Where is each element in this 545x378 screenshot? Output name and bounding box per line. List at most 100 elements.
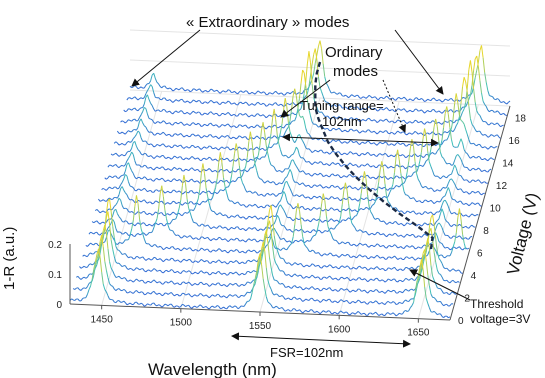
trace-segment: [419, 120, 422, 123]
trace-segment: [393, 156, 397, 173]
trace-segment: [351, 255, 354, 258]
trace-segment: [376, 301, 380, 305]
trace-segment: [264, 127, 267, 130]
trace-segment: [465, 81, 468, 93]
trace-segment: [414, 267, 418, 271]
trace-segment: [474, 191, 478, 194]
trace-segment: [239, 101, 242, 104]
trace-segment: [149, 304, 151, 306]
trace-segment: [297, 107, 300, 116]
trace-segment: [207, 307, 210, 310]
trace-segment: [311, 309, 315, 313]
trace-segment: [365, 151, 368, 155]
trace-segment: [318, 215, 321, 225]
trace-segment: [131, 108, 134, 111]
trace-segment: [344, 182, 348, 191]
trace-segment: [403, 256, 407, 260]
x-tick-label: 1450: [91, 314, 114, 325]
trace-segment: [104, 261, 107, 271]
trace-segment: [151, 257, 155, 260]
trace-segment: [167, 225, 171, 231]
trace-segment: [158, 245, 161, 248]
trace-segment: [313, 250, 316, 254]
trace-segment: [384, 246, 387, 249]
trace-segment: [331, 301, 334, 303]
trace-segment: [270, 304, 274, 308]
trace-segment: [408, 211, 411, 214]
trace-segment: [237, 150, 240, 166]
trace-segment: [329, 275, 332, 279]
trace-segment: [245, 281, 248, 285]
trace-segment: [359, 254, 362, 257]
trace-segment: [384, 141, 387, 144]
trace-segment: [125, 110, 128, 113]
trace-segment: [345, 118, 348, 121]
trace-segment: [134, 176, 137, 180]
trace-segment: [204, 237, 207, 240]
trace-segment: [261, 239, 264, 242]
trace-segment: [462, 77, 465, 88]
trace-segment: [123, 109, 126, 113]
trace-segment: [204, 173, 207, 189]
trace-segment: [194, 157, 197, 160]
trace-segment: [300, 92, 303, 95]
trace-segment: [259, 253, 263, 265]
trace-segment: [242, 158, 245, 161]
trace-segment: [164, 133, 167, 136]
trace-segment: [257, 262, 261, 272]
trace-segment: [395, 207, 399, 211]
trace-segment: [460, 201, 464, 205]
trace-segment: [207, 260, 210, 264]
trace-segment: [399, 301, 402, 304]
trace-segment: [379, 176, 383, 179]
trace-segment: [305, 309, 308, 312]
trace-segment: [387, 108, 391, 112]
trace-segment: [340, 187, 343, 190]
trace-segment: [270, 137, 273, 139]
trace-segment: [381, 290, 384, 293]
trace-segment: [489, 122, 492, 126]
trace-segment: [365, 291, 368, 294]
trace-segment: [240, 204, 243, 207]
trace-segment: [237, 250, 240, 253]
trace-segment: [243, 90, 246, 93]
trace-segment: [354, 267, 357, 270]
trace-segment: [74, 287, 77, 290]
trace-segment: [348, 217, 351, 220]
trace-segment: [96, 220, 99, 224]
trace-segment: [318, 161, 321, 164]
trace-segment: [248, 249, 251, 252]
trace-segment: [183, 191, 186, 194]
trace-segment: [444, 246, 448, 249]
trace-segment: [303, 184, 307, 187]
trace-segment: [256, 229, 259, 232]
trace-segment: [231, 125, 234, 128]
trace-segment: [200, 136, 204, 139]
trace-segment: [273, 219, 277, 225]
trace-segment: [457, 235, 460, 238]
trace-segment: [408, 175, 411, 177]
trace-segment: [283, 168, 286, 172]
trace-segment: [140, 200, 144, 203]
trace-segment: [216, 160, 219, 162]
trace-segment: [338, 288, 342, 292]
trace-segment: [506, 101, 509, 105]
trace-segment: [305, 147, 308, 150]
trace-segment: [189, 295, 193, 298]
trace-segment: [120, 142, 123, 145]
trace-segment: [232, 153, 236, 167]
trace-segment: [302, 194, 305, 198]
trace-segment: [471, 124, 475, 127]
trace-segment: [341, 190, 345, 205]
trace-segment: [288, 156, 291, 159]
trace-segment: [234, 226, 237, 230]
trace-segment: [467, 247, 470, 250]
trace-segment: [272, 217, 275, 236]
trace-segment: [169, 134, 172, 137]
trace-segment: [332, 289, 335, 292]
trace-segment: [311, 297, 315, 301]
trace-segment: [281, 187, 285, 193]
trace-segment: [356, 199, 359, 202]
trace-segment: [105, 233, 109, 249]
trace-segment: [242, 272, 245, 276]
